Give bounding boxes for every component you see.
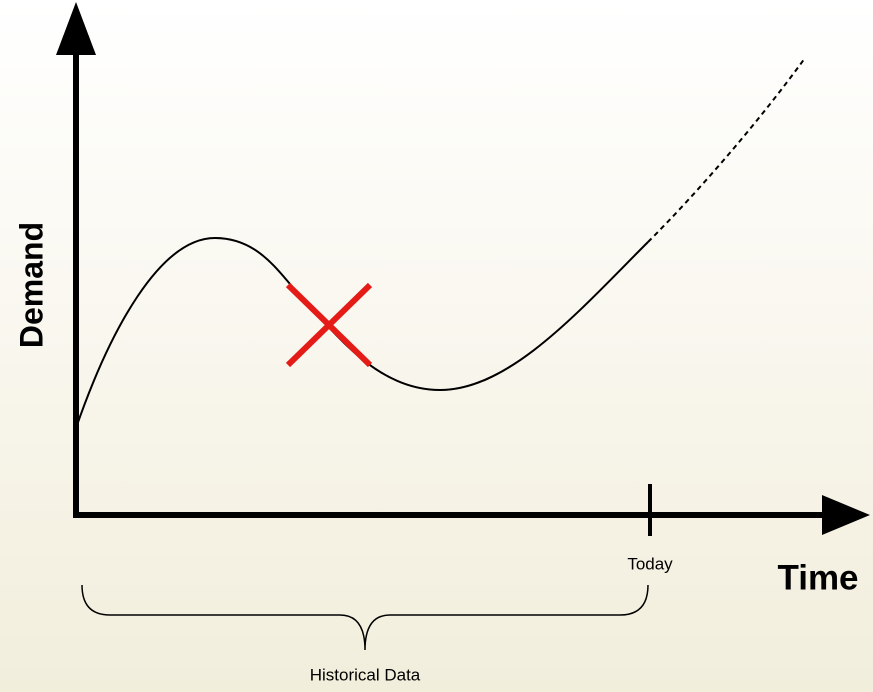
brace-label: Historical Data: [310, 665, 421, 684]
forecast-curve: [647, 57, 806, 243]
today-label: Today: [627, 554, 673, 573]
x-axis-label: Time: [777, 558, 858, 597]
y-axis-label: Demand: [13, 222, 49, 348]
cross-mark: [285, 282, 373, 368]
brace: [81, 584, 649, 651]
x-axis-arrow: [822, 495, 870, 535]
y-axis-arrow: [56, 2, 96, 55]
